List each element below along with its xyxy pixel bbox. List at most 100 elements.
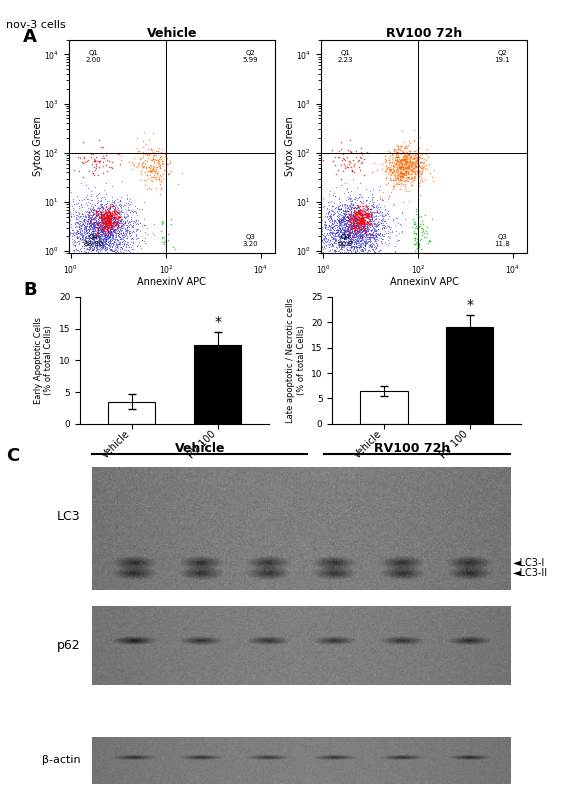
Point (87, 234, 96, 247)
Point (87, 211, 96, 223)
Point (343, 217, 352, 230)
Point (360, 218, 369, 230)
Point (351, 206, 360, 219)
Point (103, 206, 112, 219)
Point (117, 236, 127, 249)
Point (83, 196, 92, 209)
Point (345, 246, 354, 259)
Point (356, 219, 366, 231)
Point (334, 215, 343, 228)
Point (354, 229, 363, 242)
Point (344, 238, 353, 251)
Point (107, 200, 116, 212)
Point (341, 213, 350, 226)
Point (109, 195, 119, 208)
Point (107, 209, 116, 222)
Point (342, 222, 351, 234)
Point (94, 215, 103, 227)
Point (93, 231, 103, 244)
Point (413, 154, 422, 167)
Point (357, 204, 366, 217)
Point (370, 223, 379, 235)
Point (154, 172, 163, 185)
Point (119, 215, 128, 227)
Point (318, 246, 327, 259)
Text: *: * (466, 299, 473, 312)
Point (374, 197, 383, 210)
Point (343, 236, 352, 249)
Point (104, 238, 113, 251)
Point (386, 146, 395, 158)
Point (112, 217, 121, 230)
Point (96, 209, 105, 222)
Point (334, 221, 343, 234)
Point (350, 230, 359, 243)
Point (346, 217, 355, 230)
Point (386, 249, 395, 262)
Point (404, 161, 413, 173)
Point (357, 251, 366, 264)
Point (99, 218, 108, 230)
Point (92, 219, 101, 232)
Point (163, 168, 172, 181)
Point (88, 208, 97, 221)
Point (355, 208, 364, 220)
Point (103, 214, 112, 227)
Point (108, 229, 117, 242)
Point (320, 237, 329, 249)
Point (398, 150, 407, 163)
Title: Vehicle: Vehicle (147, 27, 197, 40)
Point (61, 214, 70, 227)
Text: ◄LC3-II: ◄LC3-II (513, 568, 548, 578)
Point (341, 208, 350, 220)
Point (85, 205, 94, 218)
Point (113, 227, 123, 240)
Point (348, 220, 358, 233)
Point (80, 238, 89, 250)
Point (395, 158, 404, 171)
Point (102, 238, 111, 250)
Point (85, 214, 95, 227)
Point (112, 218, 121, 230)
Point (113, 213, 123, 226)
Point (81, 219, 90, 232)
Point (408, 159, 417, 172)
Point (356, 213, 366, 226)
Point (358, 215, 367, 227)
Point (115, 241, 124, 253)
Point (352, 243, 362, 256)
Point (328, 238, 337, 251)
Point (111, 211, 120, 223)
Point (333, 201, 343, 214)
Point (164, 168, 173, 181)
Point (360, 221, 369, 234)
Point (363, 249, 372, 262)
Point (102, 224, 111, 237)
Point (363, 222, 372, 234)
Point (349, 198, 358, 211)
Point (322, 219, 331, 231)
Point (169, 241, 178, 253)
Point (334, 222, 343, 234)
Point (88, 252, 97, 265)
Point (348, 234, 358, 246)
Point (108, 223, 117, 236)
Point (364, 225, 373, 238)
Point (107, 161, 116, 173)
Point (330, 197, 339, 210)
Point (113, 218, 122, 230)
Point (371, 230, 380, 243)
Point (129, 158, 138, 171)
Point (355, 253, 364, 266)
Point (370, 219, 379, 232)
Point (99, 209, 108, 222)
Point (156, 174, 166, 187)
Point (106, 230, 115, 242)
Point (360, 203, 370, 215)
Point (358, 227, 367, 240)
Point (95, 204, 104, 216)
Point (157, 174, 166, 187)
Point (336, 249, 346, 262)
Point (110, 221, 119, 234)
Point (372, 230, 381, 243)
